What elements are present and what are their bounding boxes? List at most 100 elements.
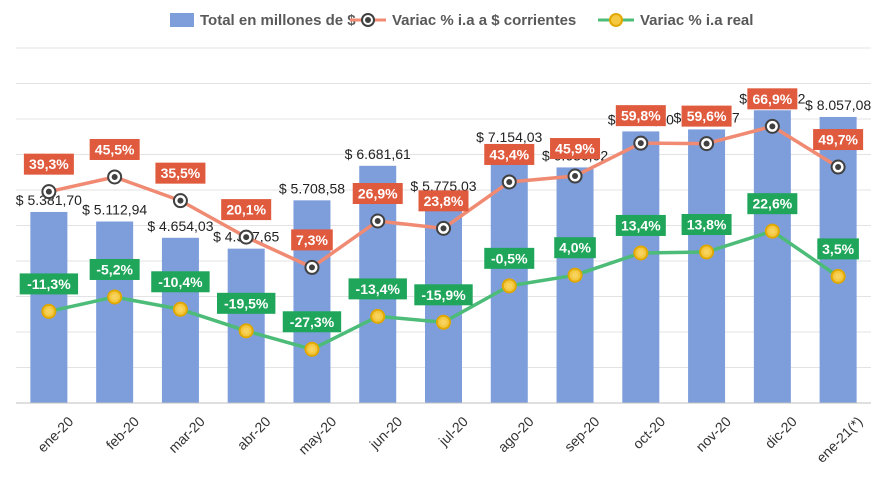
series-point-core <box>637 249 644 256</box>
line-value-labels: 39,3% 45,5% 35,5% 20,1% 7,3% 26,9% 23,8% 43,4% 4… <box>19 88 864 333</box>
series-lines <box>41 118 846 357</box>
value-badge <box>155 162 206 184</box>
value-badge <box>282 311 342 333</box>
value-badge <box>216 292 276 314</box>
series-point-core <box>440 225 447 232</box>
value-badge-text: -11,3% <box>27 276 71 292</box>
legend: Total en millones de $ Variac % i.a a $ c… <box>170 12 753 29</box>
series-point-core <box>572 173 579 180</box>
series-point-core <box>835 273 842 280</box>
value-badge <box>615 214 666 236</box>
value-badge-text: -5,2% <box>96 261 133 277</box>
x-tick-label: ago-20 <box>495 413 537 455</box>
value-badge <box>23 153 74 175</box>
series-point-core <box>45 308 52 315</box>
series-point-core <box>506 282 513 289</box>
series-point-core <box>835 164 842 171</box>
value-badge-text: 3,5% <box>822 241 854 257</box>
value-badge-text: -0,5% <box>491 250 528 266</box>
value-badge-text: -13,4% <box>356 281 401 297</box>
bar-value-label: $ 8.057,08 <box>805 97 871 113</box>
value-badge-text: 35,5% <box>161 165 201 181</box>
series-point-core <box>637 140 644 147</box>
value-badge <box>813 129 864 151</box>
x-tick-label: oct-20 <box>629 413 668 452</box>
series-point-core <box>308 346 315 353</box>
value-badge <box>89 258 140 280</box>
value-badge-text: 13,8% <box>687 217 727 233</box>
value-badge-text: 26,9% <box>358 186 398 202</box>
value-badge <box>151 271 210 293</box>
bar-value-label: $ 7.154,03 <box>476 129 542 145</box>
value-badge <box>484 143 535 165</box>
bar <box>96 221 134 403</box>
value-badge-text: 23,8% <box>424 193 464 209</box>
value-badge <box>747 193 798 215</box>
value-badge-text: 59,8% <box>621 108 661 124</box>
legend-entry: Total en millones de $ <box>200 12 356 29</box>
x-tick-label: jul-20 <box>435 413 471 449</box>
value-badge-text: 45,9% <box>555 141 595 157</box>
value-badge-text: 39,3% <box>29 156 69 172</box>
bar-value-label: $ 5.775,03 <box>410 178 476 194</box>
value-badge-text: 59,6% <box>687 108 727 124</box>
value-badge <box>817 238 859 260</box>
series-point-core <box>769 123 776 130</box>
series-point-core <box>703 249 710 256</box>
legend-entry: Variac % i.a real <box>640 12 753 29</box>
bar <box>622 131 660 403</box>
bar <box>161 237 199 403</box>
value-badge <box>348 278 407 300</box>
legend-marker-core <box>365 17 371 23</box>
series-point-core <box>374 313 381 320</box>
value-badge <box>352 183 403 205</box>
bar <box>556 167 594 403</box>
x-tick-label: ene-20 <box>34 413 76 455</box>
bar <box>753 110 791 403</box>
value-badge <box>681 214 732 236</box>
series-point-core <box>111 173 118 180</box>
value-badge-text: -10,4% <box>158 274 203 290</box>
x-tick-label: sep-20 <box>561 413 603 455</box>
value-badge-text: 22,6% <box>752 196 792 212</box>
x-tick-label: abr-20 <box>234 413 274 453</box>
bar-value-label: $ 4.654,03 <box>147 218 213 234</box>
value-badge-text: 66,9% <box>752 91 792 107</box>
value-badge-text: -15,9% <box>421 287 466 303</box>
series-point-core <box>177 306 184 313</box>
series-point-core <box>703 140 710 147</box>
value-badge <box>414 284 473 306</box>
value-badge <box>615 105 666 127</box>
x-tick-label: mar-20 <box>165 413 208 456</box>
value-badge <box>550 138 601 160</box>
legend-entry: Variac % i.a a $ corrientes <box>392 12 576 29</box>
series-point-core <box>506 178 513 185</box>
value-badge-text: 20,1% <box>226 202 266 218</box>
value-badge <box>89 138 140 160</box>
legend-marker <box>609 13 623 27</box>
value-badge-text: 45,5% <box>95 141 135 157</box>
series-point-core <box>769 228 776 235</box>
bar-value-label: $ 5.381,70 <box>16 192 82 208</box>
bar-value-label: $ 5.112,94 <box>82 201 147 217</box>
bar <box>688 129 726 403</box>
x-tick-label: may-20 <box>295 413 339 457</box>
x-tick-label: ene-21(*) <box>813 413 866 466</box>
x-tick-label: nov-20 <box>692 413 734 455</box>
value-badge <box>484 247 535 269</box>
x-tick-label: dic-20 <box>762 413 800 451</box>
x-tick-label: feb-20 <box>103 413 143 453</box>
value-badge-text: -27,3% <box>290 314 335 330</box>
series-point-core <box>308 264 315 271</box>
value-badge <box>554 237 596 259</box>
value-badge-text: 43,4% <box>489 146 529 162</box>
value-badge <box>221 199 272 221</box>
bar-value-label: $ 6.681,61 <box>345 146 411 162</box>
series-point-core <box>440 319 447 326</box>
x-axis: ene-20 feb-20 mar-20 abr-20 may-20 jun-20 jul-… <box>16 402 871 466</box>
bar-value-label: $ 5.708,58 <box>279 180 345 196</box>
series-point-core <box>111 293 118 300</box>
series-point-core <box>243 327 250 334</box>
value-badge-text: 13,4% <box>621 217 661 233</box>
